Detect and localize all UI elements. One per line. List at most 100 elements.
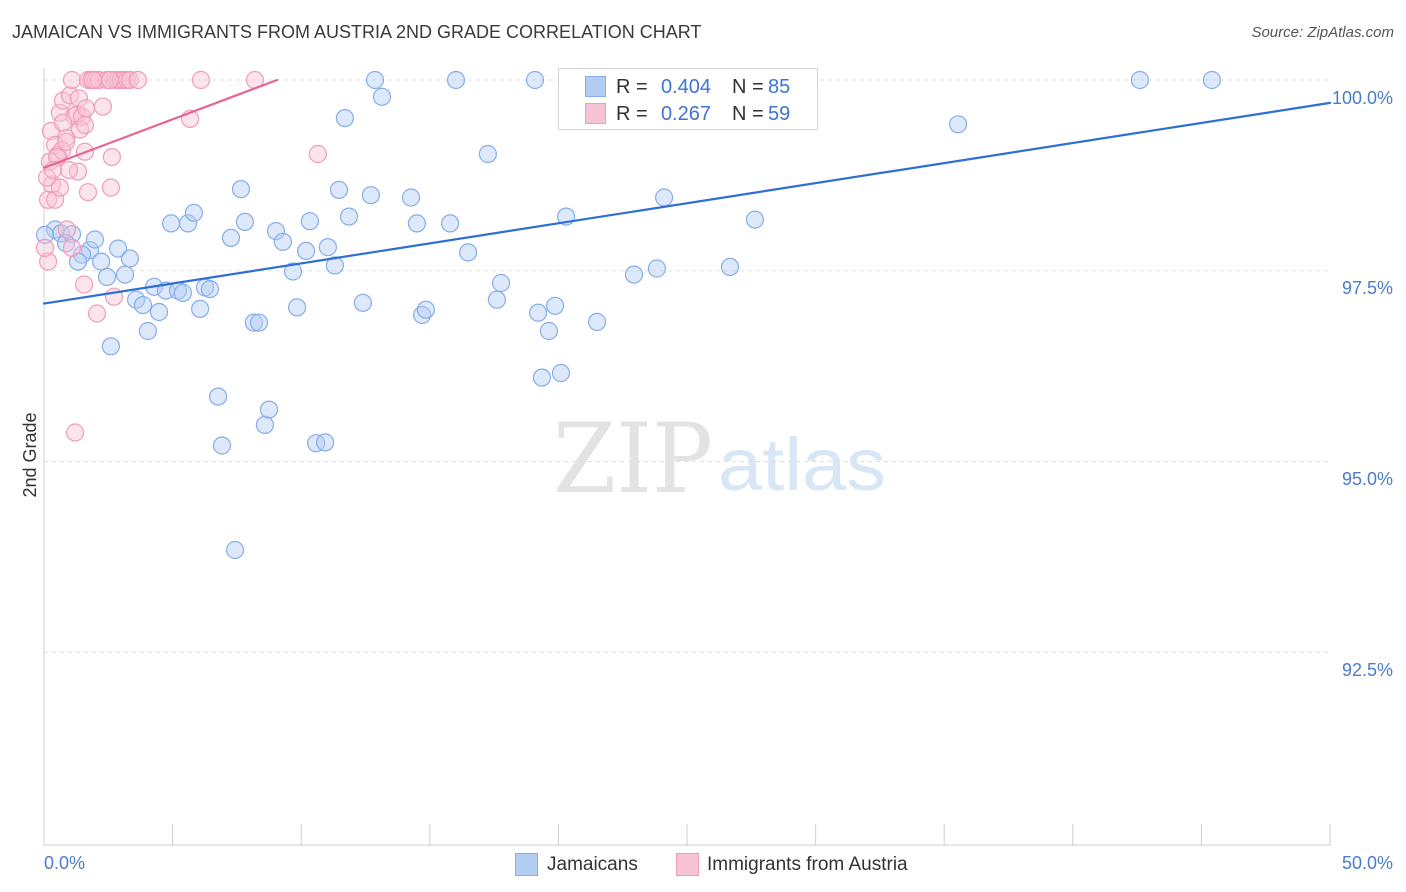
austria-legend-swatch xyxy=(676,853,699,876)
jamaicans-legend-label: Jamaicans xyxy=(547,854,638,875)
austria-legend-label: Immigrants from Austria xyxy=(707,854,908,875)
austria-points xyxy=(35,70,327,442)
austria-point xyxy=(62,238,82,257)
austria-point xyxy=(83,70,103,90)
jamaicans-point xyxy=(108,239,128,258)
jamaicans-point xyxy=(266,222,286,241)
jamaicans-point xyxy=(647,259,667,278)
jamaicans-point xyxy=(339,207,359,226)
gridlines xyxy=(44,79,1330,653)
austria-point xyxy=(68,162,88,181)
jamaicans-point xyxy=(133,296,153,315)
austria-point xyxy=(56,132,76,151)
x-tick-label-50: 50.0% xyxy=(1342,853,1393,873)
jamaicans-point xyxy=(235,212,254,231)
chart-title: JAMAICAN VS IMMIGRANTS FROM AUSTRIA 2ND … xyxy=(12,22,702,42)
jamaicans-point xyxy=(101,337,121,356)
jamaicans-point xyxy=(545,296,565,315)
austria-swatch xyxy=(585,103,606,124)
jamaicans-point xyxy=(221,228,241,247)
jamaicans-point xyxy=(35,225,55,244)
jamaicans-point xyxy=(138,321,157,341)
jamaicans-point xyxy=(184,203,203,222)
n-label: N = xyxy=(732,76,764,98)
jamaicans-point xyxy=(353,293,372,312)
n-label: N = xyxy=(732,103,764,125)
jamaicans-point xyxy=(191,299,210,318)
jamaicans-swatch xyxy=(585,76,606,97)
jamaicans-point xyxy=(173,283,192,302)
stats-legend: R = 0.404 N = 85 R = 0.267 N = 59 xyxy=(558,68,818,130)
jamaicans-point xyxy=(365,70,385,90)
stats-legend-row-jamaicans: R = 0.404 N = 85 xyxy=(559,76,817,98)
x-tick-marks xyxy=(43,824,1331,846)
austria-point xyxy=(75,115,95,135)
jamaicans-point xyxy=(318,238,337,257)
austria-point xyxy=(128,70,147,90)
austria-point xyxy=(101,178,121,197)
trend-lines xyxy=(42,78,1332,305)
watermark: ZIP atlas xyxy=(553,403,886,515)
austria-point xyxy=(59,160,79,180)
jamaicans-point xyxy=(441,214,460,233)
y-tick-label-100: 100.0% xyxy=(1332,88,1393,108)
jamaicans-r-value: 0.404 xyxy=(660,76,711,98)
jamaicans-point xyxy=(244,313,263,332)
jamaicans-point xyxy=(226,540,245,560)
jamaicans-point xyxy=(255,415,274,434)
watermark-zip-text: ZIP xyxy=(553,403,713,515)
jamaicans-point xyxy=(115,265,135,284)
r-label: R = xyxy=(616,76,648,98)
y-axis-title: 2nd Grade xyxy=(20,412,40,497)
jamaicans-point xyxy=(532,368,552,387)
jamaicans-point xyxy=(478,144,497,164)
x-tick-label-0: 0.0% xyxy=(44,853,85,873)
austria-point xyxy=(191,70,210,90)
jamaicans-n-value: 85 xyxy=(768,76,791,98)
jamaicans-point xyxy=(525,70,545,90)
jamaicans-legend-swatch xyxy=(515,853,538,876)
austria-point xyxy=(74,275,94,294)
austria-r-value: 0.267 xyxy=(660,103,711,125)
austria-point xyxy=(87,304,107,323)
austria-point xyxy=(78,183,98,202)
jamaicans-point xyxy=(297,241,316,260)
jamaicans-point xyxy=(97,267,117,286)
jamaicans-point xyxy=(212,436,232,455)
jamaicans-point xyxy=(288,298,307,317)
jamaicans-point xyxy=(91,252,111,271)
jamaicans-point xyxy=(200,280,219,299)
austria-point xyxy=(38,252,58,271)
jamaicans-point xyxy=(329,180,349,199)
austria-point xyxy=(57,220,77,239)
stats-legend-row-austria: R = 0.267 N = 59 xyxy=(559,103,817,125)
jamaicans-point xyxy=(491,273,511,293)
austria-point xyxy=(100,70,120,90)
jamaicans-point xyxy=(407,214,426,233)
jamaicans-point xyxy=(249,313,269,332)
austria-point xyxy=(50,178,70,197)
austria-point xyxy=(65,423,85,442)
jamaicans-point xyxy=(551,363,571,383)
y-tick-label-95: 95.0% xyxy=(1342,469,1393,489)
austria-trend-line xyxy=(42,78,279,169)
jamaicans-point xyxy=(745,210,765,229)
jamaicans-point xyxy=(446,70,466,90)
austria-point xyxy=(35,238,55,257)
jamaicans-point xyxy=(416,300,435,319)
jamaicans-point xyxy=(300,212,319,231)
jamaicans-point xyxy=(335,108,354,128)
y-tick-label-92-5: 92.5% xyxy=(1342,660,1393,680)
jamaicans-point xyxy=(273,232,292,251)
austria-point xyxy=(102,148,122,167)
jamaicans-point xyxy=(372,87,392,106)
jamaicans-point xyxy=(361,186,380,205)
r-label: R = xyxy=(616,103,648,125)
jamaicans-trend-line xyxy=(42,101,1332,305)
jamaicans-point xyxy=(162,214,181,233)
austria-n-value: 59 xyxy=(768,103,791,125)
jamaicans-point xyxy=(231,180,251,199)
jamaicans-point xyxy=(259,400,279,419)
